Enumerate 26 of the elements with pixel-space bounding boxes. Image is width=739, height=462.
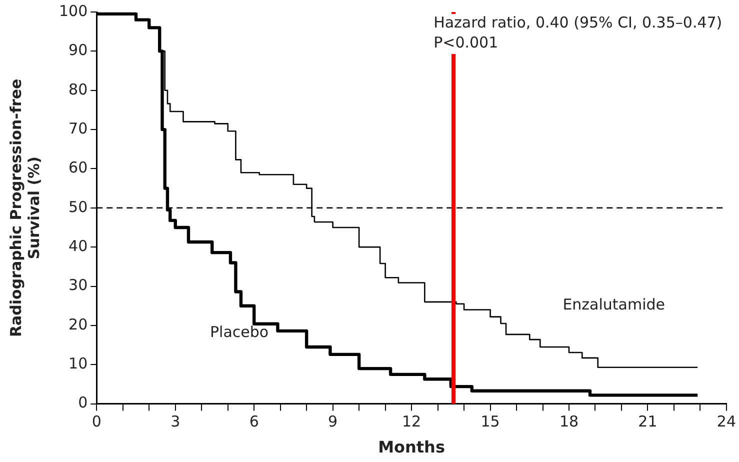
y-axis-title: Radiographic Progression-free Survival (%) — [6, 78, 43, 338]
x-tick-label: 21 — [638, 412, 658, 431]
y-tick-label: 90 — [68, 41, 88, 60]
text: Enzalutamide — [562, 295, 666, 314]
x-tick-label: 9 — [328, 412, 338, 431]
y-tick-label: 0 — [78, 394, 88, 412]
x-tick-label: 15 — [480, 412, 500, 431]
x-tick-label: 18 — [559, 412, 579, 431]
x-tick-label: 12 — [402, 412, 422, 431]
annotation: P<0.001 — [434, 33, 498, 52]
y-tick-label: 30 — [68, 276, 88, 294]
y-tick-label: 100 — [58, 2, 88, 20]
y-tick-label: 20 — [68, 315, 88, 334]
x-tick-label: 24 — [716, 412, 736, 431]
x-axis-title: Months — [378, 438, 445, 457]
y-tick-label: 40 — [68, 236, 88, 255]
x-tick-label: 0 — [92, 412, 102, 431]
y-tick-label: 50 — [68, 198, 88, 216]
x-tick-label: 3 — [170, 412, 180, 431]
y-tick-label: 70 — [68, 119, 88, 138]
y-tick-label: 10 — [68, 354, 88, 373]
annotation: Hazard ratio, 0.40 (95% CI, 0.35–0.47) — [434, 13, 722, 32]
series-label: Placebo — [210, 322, 269, 341]
y-tick-label: 60 — [68, 158, 88, 177]
y-tick-label: 80 — [68, 80, 88, 98]
x-tick-label: 6 — [249, 412, 259, 431]
